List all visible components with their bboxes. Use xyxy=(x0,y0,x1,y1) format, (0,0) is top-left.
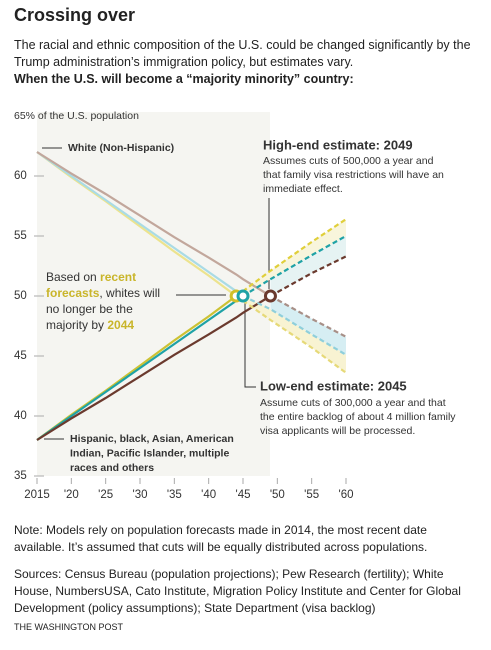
high-title: High-end estimate: 2049 xyxy=(263,137,413,152)
x-tick-label: '30 xyxy=(133,489,148,501)
high-body: that family visa restrictions will have … xyxy=(263,169,444,181)
x-tick-label: '35 xyxy=(167,489,182,501)
band xyxy=(270,296,346,355)
x-tick-label: '55 xyxy=(304,489,319,501)
high-body: Assumes cuts of 500,000 a year and xyxy=(263,155,434,167)
series-line xyxy=(36,151,244,297)
recent-text: forecasts xyxy=(46,286,100,300)
minority-label: Indian, Pacific Islander, multiple xyxy=(70,447,229,459)
question: When the U.S. will become a “majority mi… xyxy=(14,72,354,86)
subtitle: The racial and ethnic composition of the… xyxy=(14,38,471,69)
series-line xyxy=(235,295,347,374)
x-tick-label: '45 xyxy=(236,489,251,501)
x-tick-label: '25 xyxy=(98,489,113,501)
low-body: Assume cuts of 300,000 a year and that xyxy=(260,397,446,409)
band xyxy=(270,236,346,296)
series-line xyxy=(235,218,347,297)
recent-text: , whites will xyxy=(99,286,160,300)
white-label: White (Non-Hispanic) xyxy=(68,142,174,154)
series-line xyxy=(242,235,347,297)
note: Note: Models rely on population forecast… xyxy=(14,523,428,554)
band xyxy=(243,296,346,373)
low-body: the entire backlog of about 4 million fa… xyxy=(260,411,456,423)
y-tick-label: 50 xyxy=(14,290,27,302)
y-tick-label: 55 xyxy=(14,230,27,242)
x-tick-label: '60 xyxy=(339,489,354,501)
title: Crossing over xyxy=(14,5,136,25)
x-tick-label: 2015 xyxy=(24,489,50,501)
recent-text: 2044 xyxy=(107,318,134,332)
bands xyxy=(243,219,346,373)
crossing-marker xyxy=(263,289,277,303)
recent-label: forecasts, whites will xyxy=(46,286,160,300)
series-line xyxy=(242,295,347,356)
x-tick-label: '40 xyxy=(201,489,216,501)
ticks: 35 40 45 50 55 60 65% of the U.S. population 20… xyxy=(14,110,354,501)
series-line xyxy=(36,295,272,441)
minority-label: races and others xyxy=(70,462,154,474)
low-title: Low-end estimate: 2045 xyxy=(260,378,407,393)
high-body: immediate effect. xyxy=(263,183,343,195)
recent-label: majority by 2044 xyxy=(46,318,134,332)
series-line xyxy=(36,151,272,297)
crossing-marker xyxy=(236,289,250,303)
low-body: visa applicants will be processed. xyxy=(260,425,415,437)
recent-text: majority by xyxy=(46,318,107,332)
recent-label: no longer be the xyxy=(46,302,133,316)
y-tick-label: 35 xyxy=(14,470,27,482)
annotations: White (Non-Hispanic) Hispanic, black, Asi… xyxy=(46,137,456,473)
recent-text: recent xyxy=(100,270,136,284)
leader xyxy=(244,301,256,388)
lines xyxy=(36,151,347,441)
recent-text: no longer be the xyxy=(46,302,133,316)
series-line xyxy=(36,295,244,441)
credit: THE WASHINGTON POST xyxy=(14,622,124,632)
y-tick-label: 65% of the U.S. population xyxy=(14,110,139,122)
y-tick-label: 60 xyxy=(14,170,27,182)
series-line xyxy=(269,255,347,297)
series-line xyxy=(269,295,347,338)
x-tick-label: '50 xyxy=(270,489,285,501)
minority-label: Hispanic, black, Asian, American xyxy=(70,433,234,445)
recent-label: Based on recent xyxy=(46,270,136,284)
band xyxy=(243,219,346,296)
x-tick-label: '20 xyxy=(64,489,79,501)
y-tick-label: 45 xyxy=(14,350,27,362)
markers xyxy=(229,289,277,303)
y-tick-label: 40 xyxy=(14,410,27,422)
sources: Sources: Census Bureau (population proje… xyxy=(14,567,461,615)
recent-text: Based on xyxy=(46,270,100,284)
